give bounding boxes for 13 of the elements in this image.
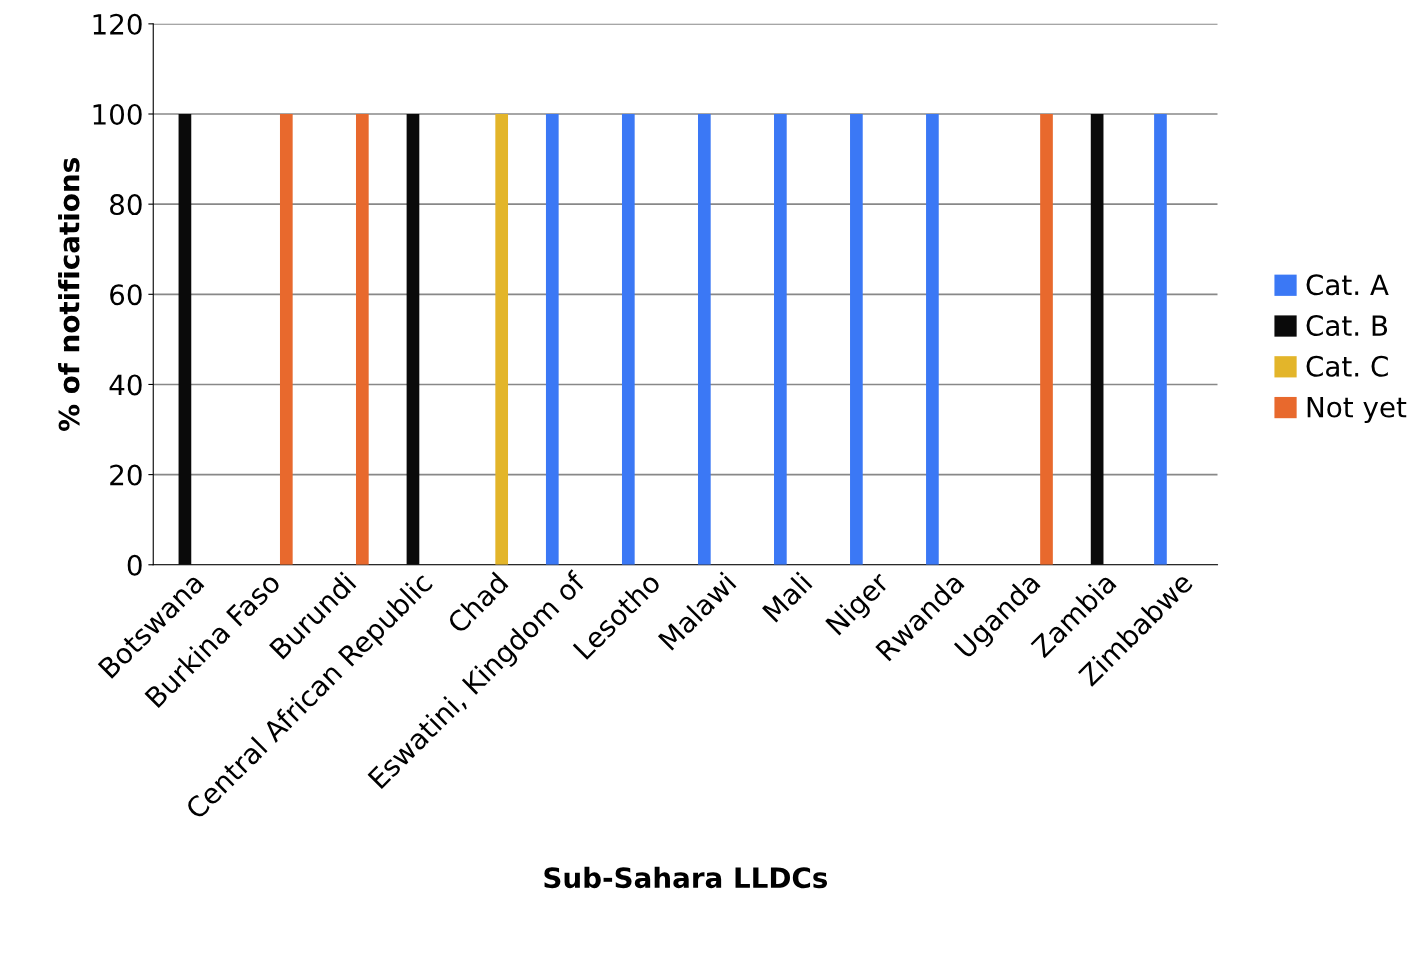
y-tick-label: 20 [110,464,142,486]
legend-label: Cat. A [1306,274,1389,296]
y-tick-label: 80 [110,194,142,216]
y-tick-label: 100 [93,103,142,125]
y-axis-title: % of notifications [58,158,80,431]
y-tick-label: 60 [110,284,142,306]
x-axis-title: Sub-Sahara LLDCs [544,866,828,889]
y-tick-label: 120 [93,13,142,35]
legend-label: Cat. C [1306,355,1388,377]
y-tick-label: 0 [127,554,142,576]
legend-label: Not yet [1307,396,1407,423]
legend-label: Cat. B [1306,315,1388,337]
y-tick-label: 40 [109,374,142,396]
